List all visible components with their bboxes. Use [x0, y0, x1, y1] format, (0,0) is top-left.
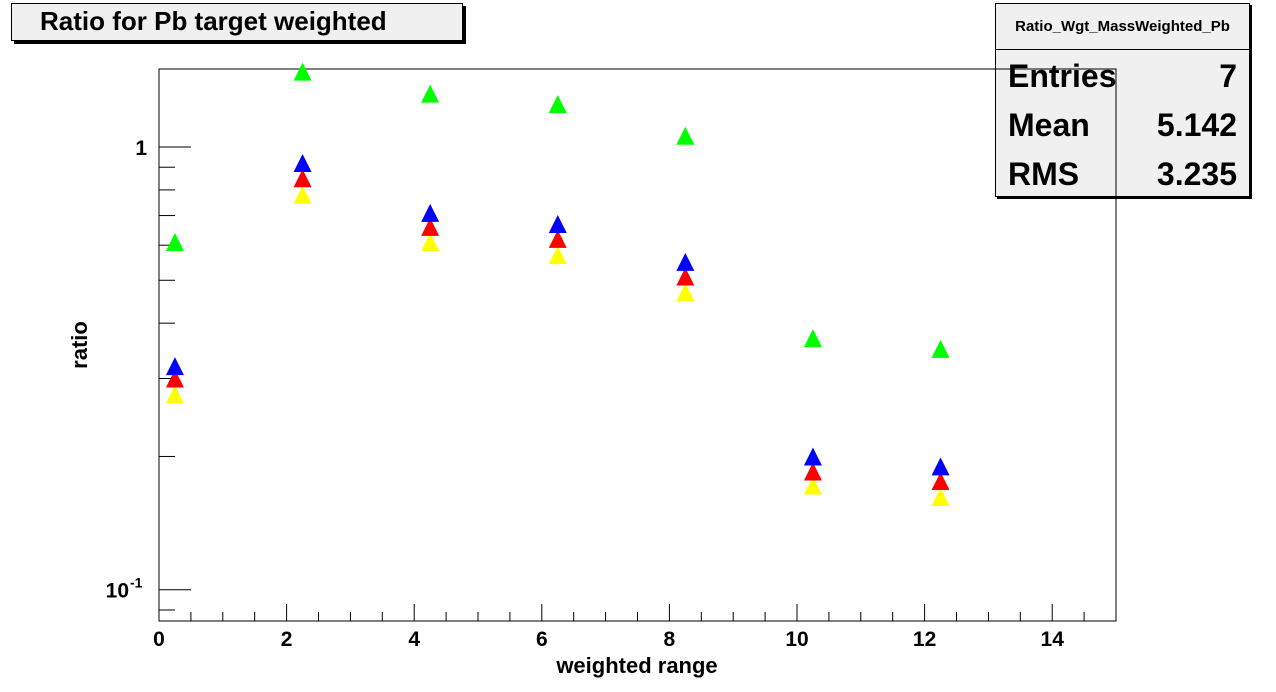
data-point-triangle — [165, 233, 184, 252]
data-point-triangle — [931, 487, 950, 506]
data-point-triangle — [548, 246, 567, 265]
stats-row-entries: Entries 7 — [1008, 58, 1237, 106]
stats-value: 7 — [1219, 58, 1237, 94]
data-point-triangle — [421, 84, 440, 103]
plot-title-box: Ratio for Pb target weighted — [11, 3, 463, 41]
x-tick-label: 0 — [153, 628, 165, 651]
y-axis-title: ratio — [67, 321, 92, 369]
y-tick-label: 1 — [135, 137, 147, 160]
data-point-triangle — [421, 217, 440, 236]
data-point-triangle — [676, 126, 695, 145]
stats-key: Mean — [1008, 107, 1090, 143]
stats-value: 5.142 — [1156, 107, 1237, 143]
data-point-triangle — [803, 329, 822, 348]
data-point-triangle — [421, 233, 440, 252]
data-point-triangle — [803, 476, 822, 495]
stats-key: Entries — [1008, 58, 1117, 94]
stats-key: RMS — [1008, 156, 1080, 192]
data-point-triangle — [165, 357, 184, 376]
data-point-triangle — [931, 339, 950, 358]
x-tick-label: 10 — [785, 628, 808, 651]
data-point-triangle — [293, 154, 312, 173]
plot-frame — [158, 68, 1117, 622]
x-tick-label: 12 — [913, 628, 936, 651]
data-point-triangle — [548, 229, 567, 248]
plot-title: Ratio for Pb target weighted — [40, 6, 387, 36]
data-point-triangle — [293, 185, 312, 204]
x-tick-label: 2 — [281, 628, 293, 651]
data-point-triangle — [803, 447, 822, 466]
data-point-triangle — [421, 203, 440, 222]
y-tick-label-exponent: -1 — [130, 575, 143, 591]
x-tick-label: 6 — [536, 628, 548, 651]
data-point-triangle — [165, 385, 184, 404]
data-point-triangle — [165, 369, 184, 388]
data-point-triangle — [676, 283, 695, 302]
data-point-triangle — [676, 252, 695, 271]
stats-box: Ratio_Wgt_MassWeighted_Pb Entries 7 Mean… — [995, 3, 1250, 197]
data-point-triangle — [803, 462, 822, 481]
stats-row-rms: RMS 3.235 — [1008, 156, 1237, 204]
x-tick-label: 14 — [1041, 628, 1065, 651]
data-point-triangle — [293, 62, 312, 81]
data-point-triangle — [548, 214, 567, 233]
x-tick-label: 4 — [408, 628, 420, 651]
data-point-triangle — [548, 95, 567, 114]
stats-value: 3.235 — [1156, 156, 1237, 192]
y-tick-label: 10 — [106, 580, 129, 603]
data-point-triangle — [293, 169, 312, 188]
stats-row-mean: Mean 5.142 — [1008, 107, 1237, 155]
x-tick-label: 8 — [664, 628, 676, 651]
data-point-triangle — [931, 472, 950, 491]
x-axis-title: weighted range — [555, 653, 717, 678]
stats-histogram-name: Ratio_Wgt_MassWeighted_Pb — [996, 4, 1249, 50]
data-point-triangle — [931, 457, 950, 476]
data-point-triangle — [676, 267, 695, 286]
